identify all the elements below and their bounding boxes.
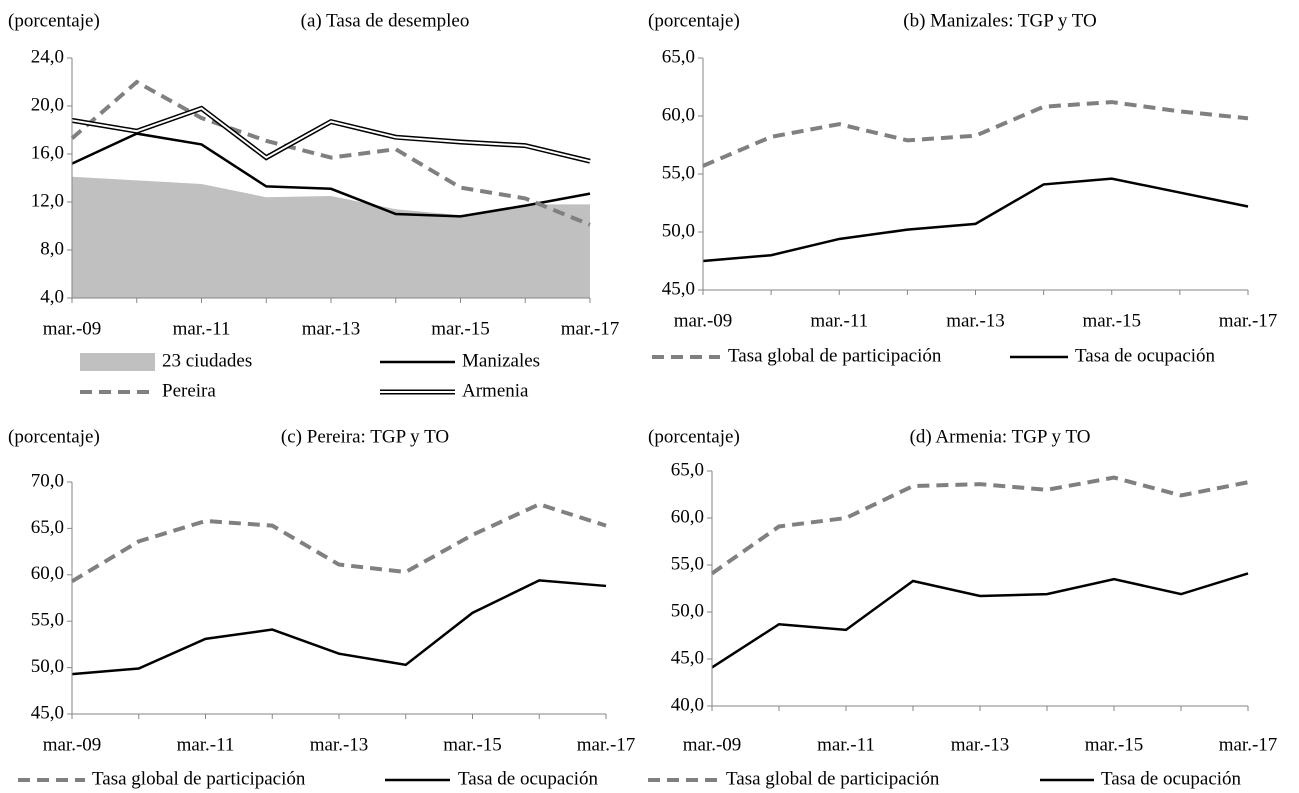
y-axis-label: (porcentaje): [8, 10, 100, 31]
x-tick-label: mar.-09: [674, 310, 733, 331]
legend-label: Tasa global de participación: [726, 768, 940, 789]
x-tick-label: mar.-17: [561, 318, 620, 339]
x-tick-label: mar.-13: [951, 734, 1010, 755]
x-tick-label: mar.-13: [302, 318, 361, 339]
x-tick-label: mar.-15: [1082, 310, 1141, 331]
y-tick-label: 70,0: [31, 470, 64, 491]
y-axis-label: (porcentaje): [8, 426, 100, 447]
chart-title: (b) Manizales: TGP y TO: [903, 10, 1097, 31]
legend-label: 23 ciudades: [162, 350, 252, 371]
x-tick-label: mar.-15: [1085, 734, 1144, 755]
y-tick-label: 65,0: [671, 459, 704, 480]
x-tick-label: mar.-15: [443, 734, 502, 755]
legend-label: Tasa de ocupación: [1075, 345, 1216, 366]
y-tick-label: 65,0: [31, 517, 64, 538]
x-tick-label: mar.-15: [431, 318, 490, 339]
y-tick-label: 40,0: [671, 694, 704, 715]
y-tick-label: 8,0: [40, 238, 64, 259]
legend-label: Tasa global de participación: [92, 768, 306, 789]
line: [702, 177, 1249, 263]
y-tick-label: 50,0: [662, 220, 695, 241]
y-tick-label: 55,0: [671, 553, 704, 574]
x-tick-label: mar.-13: [310, 734, 369, 755]
x-tick-label: mar.-17: [1219, 734, 1278, 755]
area: [72, 176, 590, 298]
y-tick-label: 50,0: [671, 600, 704, 621]
x-tick-label: mar.-09: [683, 734, 742, 755]
x-tick-label: mar.-11: [173, 318, 231, 339]
y-tick-label: 16,0: [31, 142, 64, 163]
legend-label: Armenia: [462, 380, 529, 401]
legend-label: Tasa global de participación: [728, 345, 942, 366]
y-axis-label: (porcentaje): [648, 10, 740, 31]
y-tick-label: 65,0: [662, 46, 695, 67]
line: [70, 79, 591, 227]
y-tick-label: 12,0: [31, 190, 64, 211]
x-tick-label: mar.-11: [810, 310, 868, 331]
chart-title: (c) Pereira: TGP y TO: [281, 426, 449, 447]
y-tick-label: 60,0: [662, 104, 695, 125]
x-tick-label: mar.-17: [1219, 310, 1278, 331]
y-axis-label: (porcentaje): [648, 426, 740, 447]
x-tick-label: mar.-11: [177, 734, 235, 755]
y-tick-label: 20,0: [31, 94, 64, 115]
y-tick-label: 45,0: [671, 647, 704, 668]
line: [702, 100, 1249, 168]
line: [710, 475, 1249, 576]
line: [70, 502, 607, 584]
line: [71, 132, 591, 218]
legend-label: Pereira: [162, 380, 216, 401]
x-tick-label: mar.-13: [946, 310, 1005, 331]
legend-swatch: [80, 353, 155, 371]
line: [71, 579, 607, 676]
y-tick-label: 60,0: [671, 506, 704, 527]
line-inner: [71, 107, 591, 163]
y-tick-label: 50,0: [31, 656, 64, 677]
legend-label: Tasa de ocupación: [458, 768, 599, 789]
x-tick-label: mar.-11: [817, 734, 875, 755]
chart-title: (a) Tasa de desempleo: [301, 10, 470, 31]
y-tick-label: 55,0: [662, 162, 695, 183]
x-tick-label: mar.-09: [43, 734, 102, 755]
legend-label: Tasa de ocupación: [1101, 768, 1242, 789]
legend-label: Manizales: [462, 350, 540, 371]
chart-title: (d) Armenia: TGP y TO: [910, 426, 1091, 447]
x-tick-label: mar.-17: [577, 734, 636, 755]
y-tick-label: 4,0: [40, 286, 64, 307]
x-tick-label: mar.-09: [43, 318, 102, 339]
y-tick-label: 60,0: [31, 563, 64, 584]
y-tick-label: 45,0: [662, 278, 695, 299]
y-tick-label: 55,0: [31, 610, 64, 631]
line: [711, 572, 1249, 669]
y-tick-label: 45,0: [31, 702, 64, 723]
y-tick-label: 24,0: [31, 46, 64, 67]
